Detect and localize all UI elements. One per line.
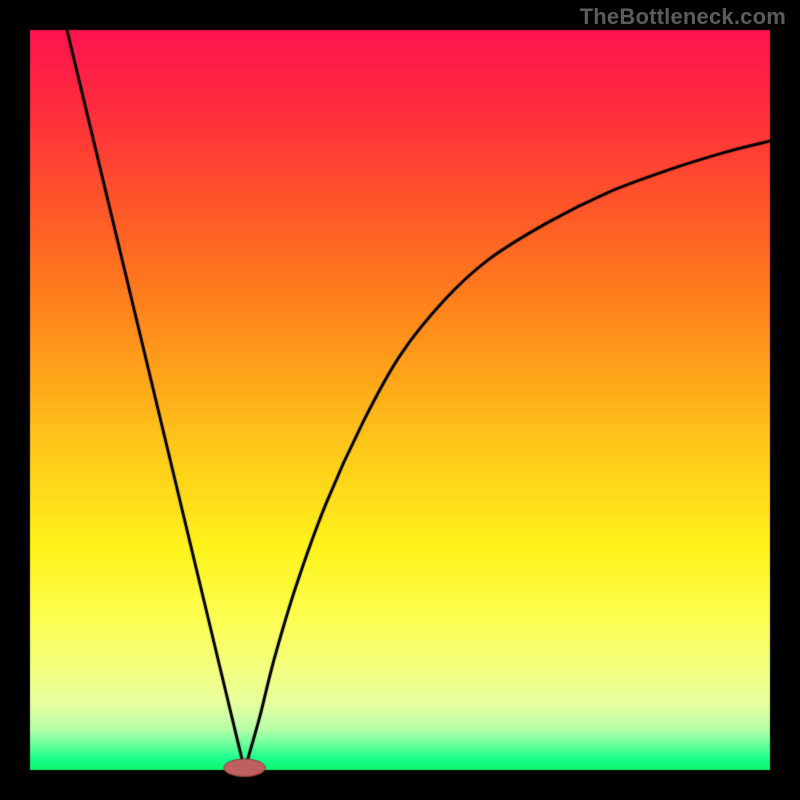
chart-frame: TheBottleneck.com	[0, 0, 800, 800]
watermark-text: TheBottleneck.com	[580, 4, 786, 30]
bottleneck-curve-chart	[0, 0, 800, 800]
